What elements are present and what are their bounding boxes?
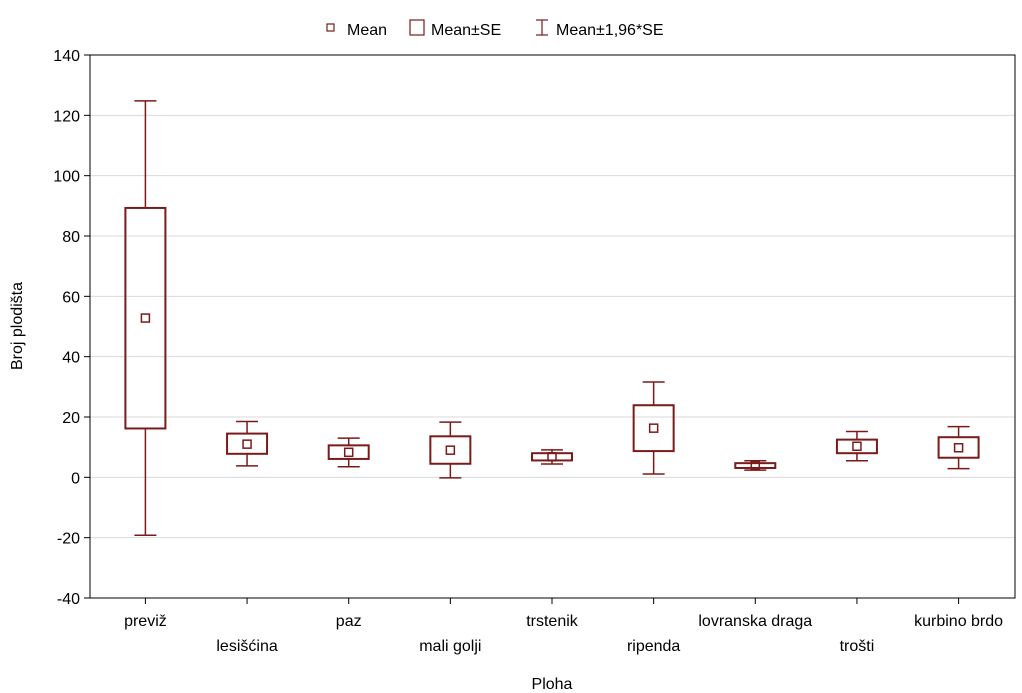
category-group <box>124 100 167 537</box>
y-tick-label: 40 <box>62 350 80 367</box>
se-box <box>531 452 573 462</box>
se-box <box>327 444 370 460</box>
x-tick-label: mali golji <box>419 638 481 655</box>
x-tick-label: trstenik <box>526 613 579 630</box>
category-group <box>429 421 472 479</box>
se-box <box>937 436 980 459</box>
y-tick-label: 100 <box>53 169 80 186</box>
category-group <box>632 381 675 475</box>
mean-marker <box>648 423 659 433</box>
plot-frame <box>89 54 1016 599</box>
legend-ci-label: Mean±1,96*SE <box>556 22 664 39</box>
legend-se-icon <box>409 19 425 36</box>
legend-mean-label: Mean <box>347 22 387 39</box>
category-group <box>531 449 573 465</box>
mean-marker <box>242 439 252 449</box>
y-axis: -40 -20 0 20 40 60 80 100 120 140 <box>53 48 90 608</box>
y-axis-title: Broj plodišta <box>9 282 26 370</box>
y-tick-label: 0 <box>71 470 80 487</box>
x-tick-label: trošti <box>840 638 875 655</box>
x-tick-label: ripenda <box>627 638 680 655</box>
legend-se-label: Mean±SE <box>431 22 501 39</box>
mean-marker <box>343 447 354 458</box>
mean-marker <box>953 443 964 453</box>
x-tick-label: kurbino brdo <box>914 613 1003 630</box>
category-group <box>327 437 370 468</box>
mean-marker <box>140 313 151 323</box>
se-box <box>835 438 878 455</box>
se-box <box>632 404 675 453</box>
se-box <box>734 462 777 469</box>
x-tick-label: paz <box>336 613 362 630</box>
y-tick-label: -40 <box>57 591 80 608</box>
mean-marker <box>445 445 456 455</box>
y-tick-label: 120 <box>53 108 80 125</box>
category-group <box>835 430 878 462</box>
se-box <box>226 432 269 455</box>
y-tick-label: 80 <box>62 229 80 246</box>
mean-marker <box>750 460 761 471</box>
legend-mean-icon <box>326 23 335 32</box>
mean-marker <box>852 441 862 452</box>
legend: Mean Mean±SE Mean±1,96*SE <box>326 19 664 39</box>
category-group <box>226 420 269 467</box>
x-tick-label: previž <box>124 613 167 630</box>
mean-marker <box>547 452 557 462</box>
se-box <box>429 435 472 465</box>
x-tick-label: lesišćina <box>216 638 277 655</box>
y-tick-label: 60 <box>62 289 80 306</box>
y-tick-label: 140 <box>53 48 80 65</box>
x-axis: previž lesišćina paz mali golji trstenik ripe… <box>124 598 1003 655</box>
x-axis-title: Ploha <box>532 676 573 693</box>
plot-area <box>124 100 980 537</box>
se-box <box>124 206 167 430</box>
x-tick-label: lovranska draga <box>698 613 812 630</box>
y-tick-label: 20 <box>62 410 80 427</box>
y-tick-label: -20 <box>57 531 80 548</box>
category-group <box>937 425 980 470</box>
grid <box>90 114 1015 539</box>
category-group <box>734 459 777 471</box>
